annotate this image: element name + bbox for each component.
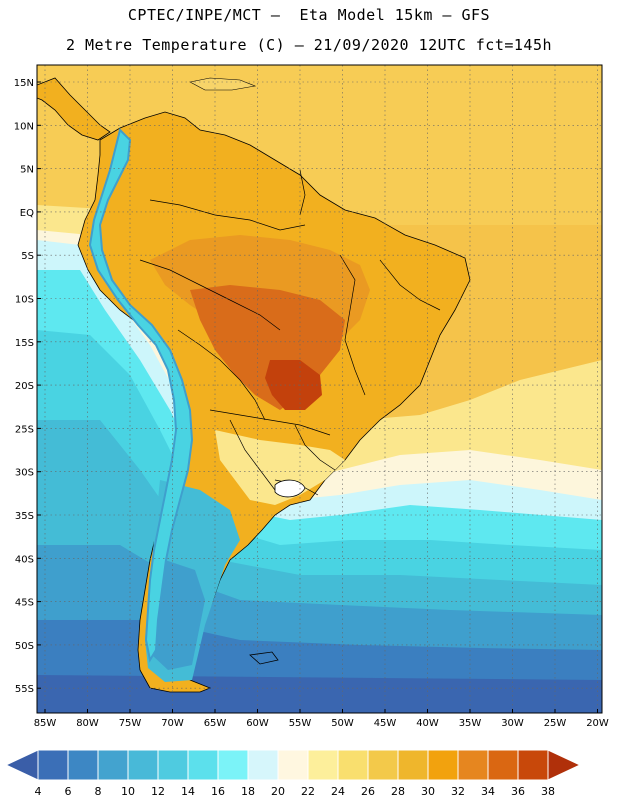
- colorbar-swatch: [307, 749, 339, 781]
- colorbar-label: 30: [421, 785, 435, 798]
- andes-ridge: [88, 128, 194, 663]
- colorbar-swatch: [427, 749, 459, 781]
- lat-label: 15N: [14, 78, 34, 89]
- colorbar-swatch: [397, 749, 429, 781]
- lon-label: 65W: [204, 718, 227, 729]
- lon-label: 35W: [459, 718, 482, 729]
- lat-label: 5S: [21, 251, 34, 262]
- colorbar-label: 14: [181, 785, 195, 798]
- patagonia-deep-zone: [152, 560, 205, 670]
- colorbar-arrow-low: [4, 749, 39, 781]
- colorbar-label: 24: [331, 785, 345, 798]
- lon-label: 20W: [586, 718, 609, 729]
- colorbar-swatch: [337, 749, 369, 781]
- lon-label: 30W: [501, 718, 524, 729]
- longitude-labels: 85W 80W 75W 70W 65W 60W 55W 50W 45W 40W 35W 30W 25W 2…: [34, 709, 609, 729]
- colorbar-label: 26: [361, 785, 375, 798]
- colorbar-swatch: [517, 749, 549, 781]
- lat-label: 25S: [15, 424, 34, 435]
- colorbar-swatch: [217, 749, 249, 781]
- colorbar-label: 16: [211, 785, 225, 798]
- colorbar-label: 34: [481, 785, 495, 798]
- lon-label: 85W: [34, 718, 57, 729]
- colorbar-label: 10: [121, 785, 135, 798]
- colorbar-label: 6: [65, 785, 72, 798]
- falkland-islands: [249, 651, 279, 665]
- colorbar-label: 18: [241, 785, 255, 798]
- lat-label: 20S: [15, 381, 34, 392]
- central-america: [37, 77, 111, 141]
- colorbar-swatch: [367, 749, 399, 781]
- lon-label: 60W: [246, 718, 269, 729]
- map-field: [37, 65, 602, 713]
- lon-label: 50W: [331, 718, 354, 729]
- lat-label: 35S: [15, 511, 34, 522]
- colorbar-swatch: [97, 749, 129, 781]
- colorbar-label: 22: [301, 785, 315, 798]
- colorbar-swatch: [277, 749, 309, 781]
- deep-blue-band: [37, 675, 602, 713]
- latitude-labels: 15N 10N 5N EQ 5S 10S 15S 20S 25S 30S 35S 40S 45S 50S 5…: [14, 78, 41, 695]
- lon-label: 40W: [416, 718, 439, 729]
- country-borders: [139, 169, 441, 496]
- colorbar-label: 8: [95, 785, 102, 798]
- colorbar-arrow-high: [547, 749, 582, 781]
- colorbar-label: 32: [451, 785, 465, 798]
- colorbar-label: 28: [391, 785, 405, 798]
- colorbar-swatch: [127, 749, 159, 781]
- colorbar-label: 38: [541, 785, 555, 798]
- lon-label: 70W: [161, 718, 184, 729]
- lat-label: 40S: [15, 554, 34, 565]
- colorbar-swatch: [37, 749, 69, 781]
- lon-label: 45W: [374, 718, 397, 729]
- colorbar-swatch: [187, 749, 219, 781]
- lat-label: 15S: [15, 338, 34, 349]
- map-title-line1: CPTEC/INPE/MCT – Eta Model 15km – GFS: [127, 6, 491, 24]
- graticule: [37, 65, 602, 713]
- lagoa-dos-patos: [274, 479, 306, 498]
- temperature-map: 15N 10N 5N EQ 5S 10S 15S 20S 25S 30S 35S 40S 45S 50S 5…: [14, 64, 609, 729]
- lon-label: 55W: [289, 718, 312, 729]
- lat-label: 50S: [15, 641, 34, 652]
- colorbar-label: 36: [511, 785, 525, 798]
- colorbar-label: 20: [271, 785, 285, 798]
- southern-brazil-cool-zone: [215, 430, 345, 505]
- colorbar: 4 6 8 10 12 14 16 18 20 22 24 26 28 30 32 34 36 38: [4, 749, 582, 798]
- colorbar-swatch: [457, 749, 489, 781]
- lat-label: 10S: [15, 295, 34, 306]
- colorbar-swatch: [487, 749, 519, 781]
- lon-label: 80W: [76, 718, 99, 729]
- lat-label: 45S: [15, 598, 34, 609]
- colorbar-swatch: [157, 749, 189, 781]
- colorbar-label: 12: [151, 785, 165, 798]
- lat-label: 5N: [20, 165, 34, 176]
- lat-label: 55S: [15, 684, 34, 695]
- caribbean-islands: [189, 77, 257, 91]
- lon-label: 25W: [544, 718, 567, 729]
- colorbar-label: 4: [35, 785, 42, 798]
- lon-label: 75W: [119, 718, 142, 729]
- lat-label: EQ: [20, 208, 34, 219]
- map-title-line2: 2 Metre Temperature (C) – 21/09/2020 12U…: [65, 36, 553, 54]
- colorbar-swatch: [67, 749, 99, 781]
- map-frame: [36, 64, 603, 714]
- lat-label: 30S: [15, 468, 34, 479]
- lat-label: 10N: [14, 121, 34, 132]
- colorbar-swatch: [247, 749, 279, 781]
